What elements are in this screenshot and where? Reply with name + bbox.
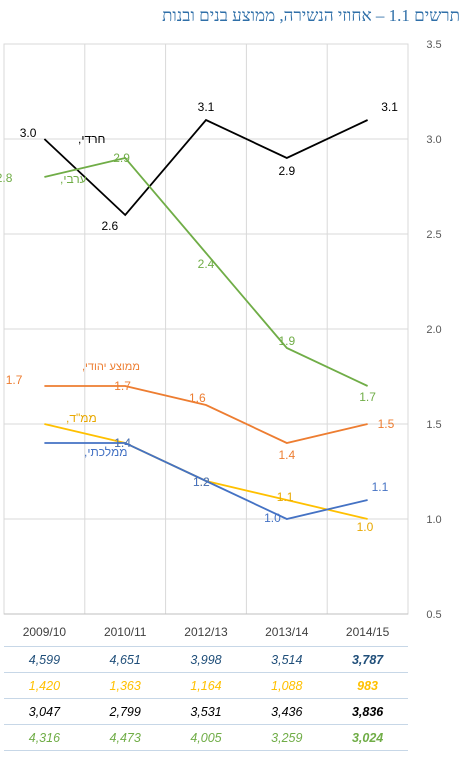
table-cell: 1,088 [246, 672, 328, 699]
table-cell: 4,473 [84, 724, 166, 751]
table-cell: 1,164 [165, 672, 247, 699]
y-tick-label: 2.0 [426, 324, 441, 336]
series-name: ממלכתי, [84, 445, 128, 459]
y-tick-label: 3.0 [426, 134, 441, 146]
data-label: 1.0 [357, 520, 374, 534]
y-tick-label: 2.5 [426, 229, 441, 241]
data-label: 2.9 [113, 151, 130, 165]
series-line [43, 118, 368, 217]
series-name: חרדי, [78, 132, 105, 146]
table-row: 4,599 4,651 3,998 3,514 3,787 [4, 646, 408, 673]
series-line [44, 442, 368, 520]
x-tick-label: 2012/13 [184, 625, 228, 639]
data-label: 1.9 [278, 334, 295, 348]
table-cell: 1,420 [4, 672, 85, 699]
chart-title: תרשים 1.1 – אחוזי הנשירה, ממוצע בנים ובנ… [162, 6, 460, 25]
data-label: 2.6 [102, 219, 119, 233]
table-cell: 3,436 [246, 698, 328, 725]
table-cell: 1,363 [84, 672, 166, 699]
data-label: 3.1 [198, 100, 215, 114]
table-row: 3,047 2,799 3,531 3,436 3,836 [4, 698, 408, 725]
table-row: 4,316 4,473 4,005 3,259 3,024 [4, 724, 408, 751]
data-label: 2.4 [198, 257, 215, 271]
table-cell: 4,316 [4, 724, 85, 751]
series-line [44, 156, 368, 387]
y-tick-label: 1.0 [426, 514, 441, 526]
series-name: ערבי, [60, 172, 87, 186]
table-cell: 3,514 [246, 646, 328, 673]
table-cell: 3,787 [327, 646, 408, 673]
data-label: 1.6 [189, 391, 206, 405]
counts-table: 4,599 4,651 3,998 3,514 3,787 1,420 1,363 1,164… [4, 646, 408, 751]
table-cell: 3,259 [246, 724, 328, 751]
data-label: 2.8 [0, 171, 13, 185]
table-cell: 4,599 [4, 646, 85, 673]
table-cell: 3,047 [4, 698, 85, 725]
series-line [44, 423, 368, 520]
x-tick-label: 2014/15 [346, 625, 390, 639]
y-tick-label: 3.5 [426, 39, 441, 51]
table-cell: 3,531 [165, 698, 247, 725]
data-label: 1.5 [378, 417, 395, 431]
data-label: 1.2 [193, 475, 210, 489]
data-label: 2.9 [278, 164, 295, 178]
table-cell: 4,005 [165, 724, 247, 751]
data-label: 3.1 [381, 100, 398, 114]
table-row: 1,420 1,363 1,164 1,088 983 [4, 672, 408, 699]
x-tick-label: 2009/10 [23, 625, 67, 639]
table-cell: 4,651 [84, 646, 166, 673]
table-cell: 983 [327, 672, 408, 699]
table-cell: 3,836 [327, 698, 408, 725]
data-label: 1.1 [372, 480, 389, 494]
table-cell: 3,024 [327, 724, 408, 751]
x-tick-label: 2010/11 [104, 625, 147, 639]
table-cell: 3,998 [165, 646, 247, 673]
data-label: 1.7 [359, 390, 376, 404]
data-label: 1.7 [114, 379, 131, 393]
data-label: 1.2 [193, 475, 210, 489]
data-label: 1.1 [277, 490, 294, 504]
line-chart: 0.5 1.0 1.5 2.0 2.5 3.0 3.5 2009/10 2010/11 2012/… [0, 39, 442, 639]
y-tick-label: 0.5 [426, 609, 441, 621]
data-label: 3.0 [20, 126, 37, 140]
x-tick-label: 2013/14 [265, 625, 309, 639]
series-name: ממ"ד, [66, 411, 97, 425]
table-cell: 2,799 [84, 698, 166, 725]
series-line [44, 385, 368, 444]
data-label: 1.4 [114, 436, 131, 450]
y-tick-label: 1.5 [426, 419, 441, 431]
data-label: 1.7 [6, 373, 23, 387]
data-label: 1.0 [264, 511, 281, 525]
series-name: ממוצע יהודי, [82, 361, 140, 373]
data-label: 1.4 [278, 448, 295, 462]
